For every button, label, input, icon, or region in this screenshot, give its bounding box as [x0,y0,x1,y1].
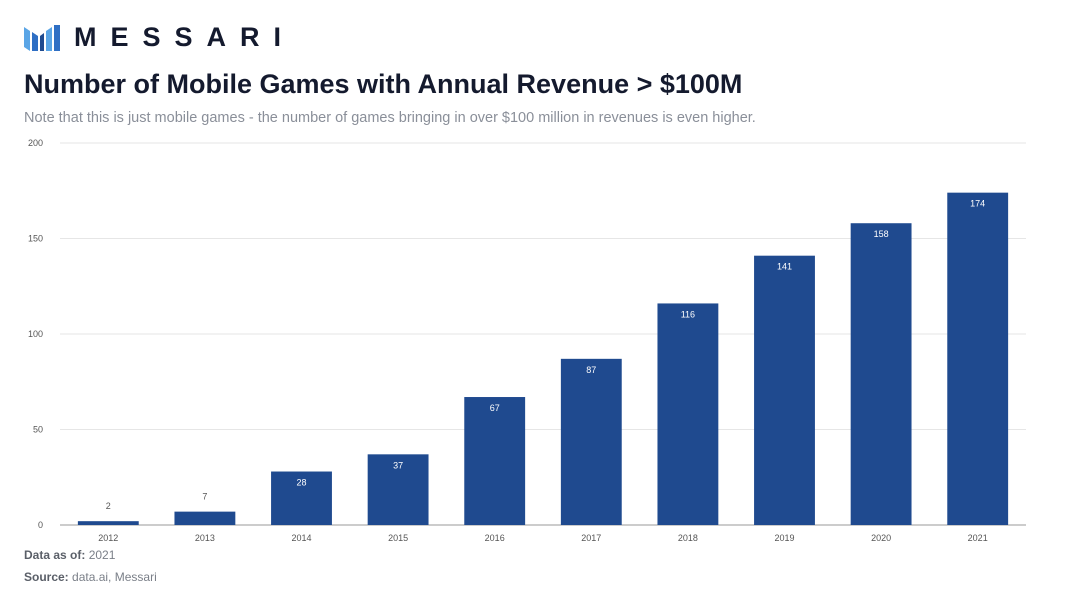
x-axis-tick-labels: 2012 2013 2014 2015 2016 2017 2018 2019 2020 2021 [98,533,987,543]
bar [271,471,332,525]
brand-wordmark: MESSARI [74,22,296,52]
y-axis-tick-labels: 0 50 100 150 200 [28,138,43,530]
data-label: 7 [202,492,207,502]
source-label: Source: [24,570,69,584]
data-label: 28 [296,478,306,488]
x-tick-label: 2013 [195,533,215,543]
x-tick-label: 2020 [871,533,891,543]
data-label: 174 [970,199,985,209]
x-tick-label: 2017 [581,533,601,543]
source-value: data.ai, Messari [72,570,157,584]
source-note: Source: data.ai, Messari [24,570,157,584]
x-tick-label: 2012 [98,533,118,543]
data-label: 87 [586,365,596,375]
y-tick-label: 150 [28,234,43,244]
chart-subtitle: Note that this is just mobile games - th… [24,110,756,126]
data-as-of-value: 2021 [88,548,116,562]
bar-chart: 0 50 100 150 200 2 7 28 37 67 87 116 141 158 174 2012… [28,138,1026,543]
data-label: 37 [393,460,403,470]
bar [367,454,429,525]
y-tick-label: 200 [28,138,43,148]
x-tick-label: 2016 [485,533,505,543]
y-tick-label: 50 [33,425,43,435]
x-tick-label: 2021 [968,533,988,543]
bar [174,511,236,525]
bar [850,223,912,525]
messari-logo-icon [24,24,60,51]
data-as-of-note: Data as of: 2021 [24,548,115,562]
bar [754,255,815,525]
bar [657,303,719,525]
bar [560,358,622,525]
y-tick-label: 0 [38,520,43,530]
x-tick-label: 2018 [678,533,698,543]
y-tick-label: 100 [28,329,43,339]
data-label: 158 [874,229,889,239]
brand-logo: MESSARI [24,24,295,51]
bar [77,521,139,525]
data-label: 116 [681,309,695,319]
x-tick-label: 2015 [388,533,408,543]
bar [464,397,526,525]
data-label: 2 [106,501,111,511]
bars [77,192,1009,525]
x-tick-label: 2014 [291,533,311,543]
data-label: 141 [777,262,792,272]
chart-title: Number of Mobile Games with Annual Reven… [24,69,743,99]
x-tick-label: 2019 [774,533,794,543]
data-labels: 2 7 28 37 67 87 116 141 158 174 [106,199,985,512]
data-label: 67 [490,403,500,413]
data-as-of-label: Data as of: [24,548,86,562]
bar [947,192,1009,525]
